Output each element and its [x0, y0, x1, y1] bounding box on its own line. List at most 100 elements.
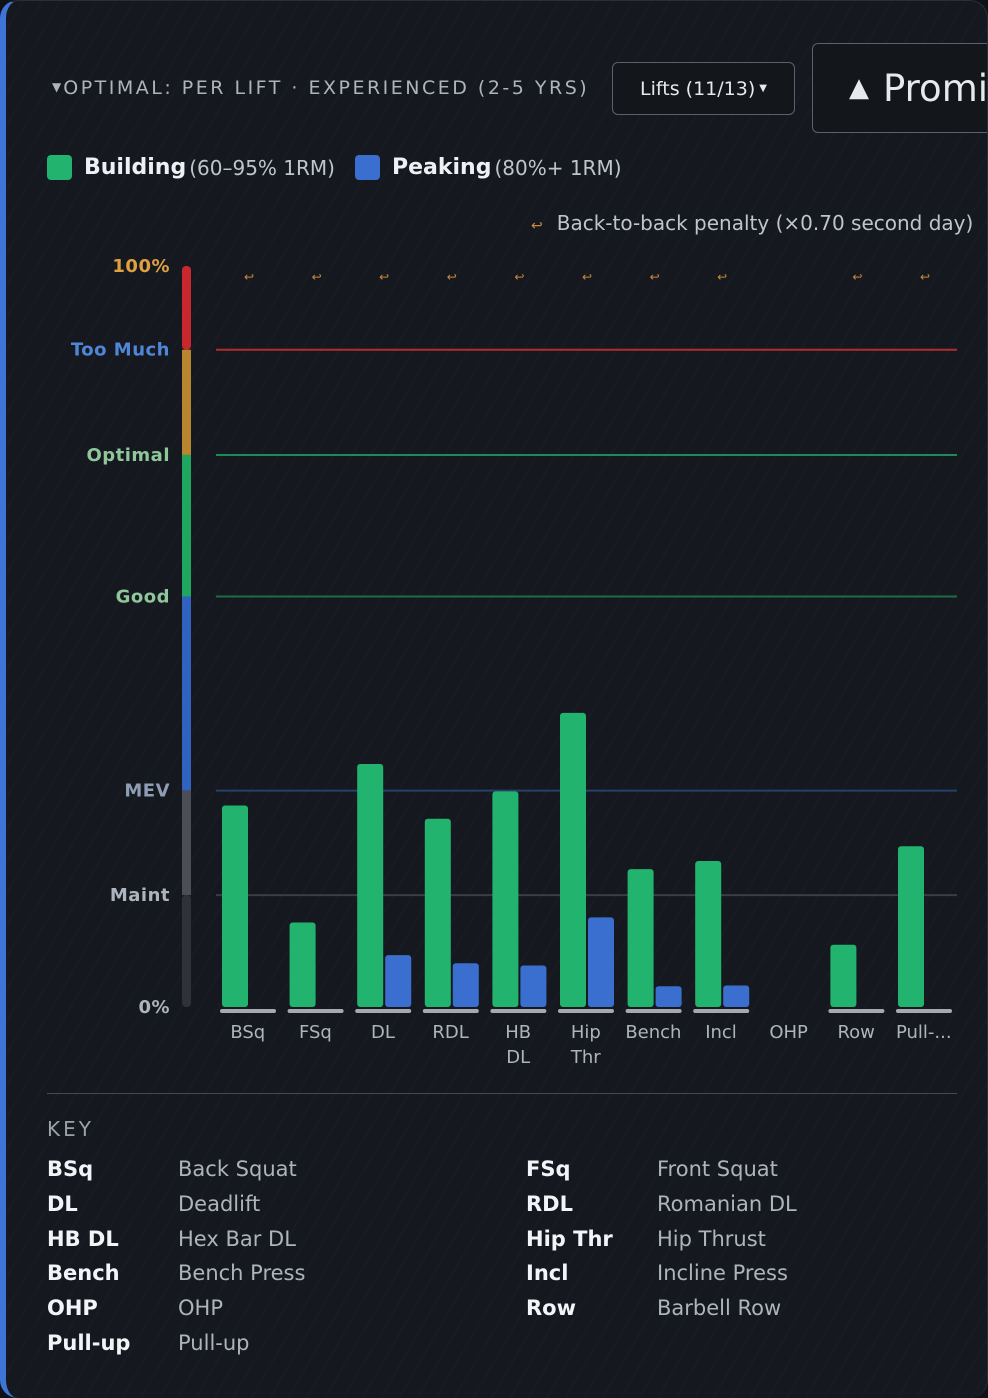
category-label: FSq [299, 1022, 332, 1043]
bar-peaking [655, 986, 682, 1007]
key-item: HB DL Hex Bar DL [47, 1227, 487, 1257]
return-arrow-icon: ↩ [447, 270, 457, 284]
key-abbr: DL [47, 1191, 78, 1216]
return-arrow-icon: ↩ [312, 270, 322, 284]
legend-label-peaking: Peaking [391, 155, 492, 180]
baseline-stub [287, 1009, 344, 1013]
return-arrow-icon: ↩ [920, 270, 930, 284]
category-label: DL [506, 1047, 530, 1068]
bar-building [830, 944, 857, 1007]
category-label: Hip [571, 1022, 601, 1043]
baseline-stub [558, 1009, 614, 1013]
baseline-stub [625, 1009, 682, 1013]
zone-bar-segment [182, 895, 191, 1007]
return-arrow-icon: ↩ [650, 270, 660, 284]
key-full-name: Back Squat [178, 1157, 297, 1181]
prominent-button[interactable]: ▲ Promi [812, 43, 988, 133]
category-label: OHP [769, 1022, 808, 1043]
lifts-filter-button[interactable]: Lifts (11/13) ▼ [612, 62, 795, 115]
baseline-stub [355, 1009, 412, 1013]
key-abbr: BSq [47, 1157, 94, 1181]
key-full-name: OHP [178, 1296, 223, 1321]
legend-swatch-building [47, 155, 72, 180]
panel-title: OPTIMAL: PER LIFT · EXPERIENCED (2-5 YRS… [63, 77, 590, 99]
zone-label: Optimal [86, 445, 170, 466]
key-item: DL Deadlift [47, 1192, 487, 1222]
category-label: Thr [570, 1047, 601, 1068]
key-abbr: FSq [526, 1157, 571, 1181]
key-abbr: Incl [526, 1261, 569, 1286]
divider [47, 1093, 957, 1094]
key-item: BSq Back Squat [47, 1157, 487, 1187]
prominent-button-label: Promi [883, 66, 988, 110]
key-full-name: Romanian DL [657, 1191, 797, 1216]
bar-peaking [723, 985, 750, 1007]
zone-label: Good [116, 586, 170, 607]
legend-swatch-peaking [354, 155, 380, 180]
return-arrow-icon: ↩ [717, 270, 727, 284]
zone-bar-segment [182, 596, 191, 791]
return-arrow-icon: ↩ [244, 270, 254, 284]
key-abbr: Bench [47, 1261, 120, 1286]
key-item: FSq Front Squat [526, 1157, 966, 1187]
baseline-stub [693, 1009, 750, 1013]
category-label: RDL [432, 1022, 468, 1043]
triangle-up-icon: ▲ [849, 73, 869, 103]
key-abbr: HB DL [47, 1226, 119, 1251]
zone-bar-segment [182, 266, 191, 350]
lifts-filter-label: Lifts (11/13) [640, 77, 756, 100]
bar-building [222, 805, 248, 1007]
category-label: Pull-... [896, 1022, 952, 1043]
penalty-note-text: Back-to-back penalty (×0.70 second day) [556, 211, 974, 235]
key-item: OHP OHP [47, 1296, 487, 1326]
key-full-name: Deadlift [178, 1191, 261, 1216]
category-label: Row [837, 1022, 874, 1043]
baseline-stub [896, 1009, 952, 1013]
zone-bar-segment [182, 790, 191, 896]
panel-title-toggle[interactable]: ▼ OPTIMAL: PER LIFT · EXPERIENCED (2-5 YR… [52, 77, 589, 99]
key-abbr: Pull-up [47, 1331, 131, 1355]
bar-building [424, 818, 451, 1007]
zone-label: 0% [138, 997, 170, 1018]
category-label: HB [505, 1022, 531, 1043]
legend-range-peaking: (80%+ 1RM) [494, 155, 622, 180]
key-abbr: OHP [47, 1296, 98, 1321]
baseline-stub [490, 1009, 547, 1013]
return-arrow-icon: ↩ [531, 218, 543, 234]
bar-peaking [520, 965, 547, 1007]
key-abbr: Row [526, 1296, 576, 1321]
zone-bar-segment [182, 454, 191, 597]
key-item: Bench Bench Press [47, 1261, 487, 1291]
key-full-name: Pull-up [178, 1331, 250, 1355]
key-item: Row Barbell Row [526, 1296, 966, 1326]
bar-building [492, 791, 519, 1007]
key-full-name: Barbell Row [657, 1296, 782, 1321]
key-item: Pull-up Pull-up [47, 1331, 487, 1361]
penalty-note: ↩ Back-to-back penalty (×0.70 second day) [531, 211, 973, 235]
legend-label-building: Building [84, 155, 187, 180]
baseline-stub [828, 1009, 885, 1013]
zone-label: Too Much [71, 340, 170, 361]
key-full-name: Front Squat [657, 1157, 778, 1181]
baseline-stub [220, 1009, 276, 1013]
bar-peaking [385, 955, 412, 1007]
baseline-stub [422, 1009, 479, 1013]
key-full-name: Hex Bar DL [178, 1226, 296, 1251]
chart-legend: Building (60–95% 1RM) Peaking (80%+ 1RM) [47, 155, 642, 180]
category-label: Incl [705, 1022, 737, 1043]
return-arrow-icon: ↩ [852, 270, 862, 284]
category-label: Bench [625, 1022, 681, 1043]
bar-building [627, 869, 654, 1007]
key-item: RDL Romanian DL [526, 1192, 966, 1222]
key-abbr: RDL [526, 1191, 573, 1216]
key-abbr: Hip Thr [526, 1226, 613, 1251]
zone-label: MEV [124, 781, 170, 802]
key-full-name: Incline Press [657, 1261, 788, 1286]
zone-label: Maint [110, 885, 170, 906]
bar-building [898, 846, 924, 1007]
chevron-down-icon: ▼ [759, 83, 767, 94]
category-label: DL [371, 1022, 395, 1043]
zone-label: 100% [112, 256, 170, 277]
bar-peaking [452, 963, 479, 1007]
